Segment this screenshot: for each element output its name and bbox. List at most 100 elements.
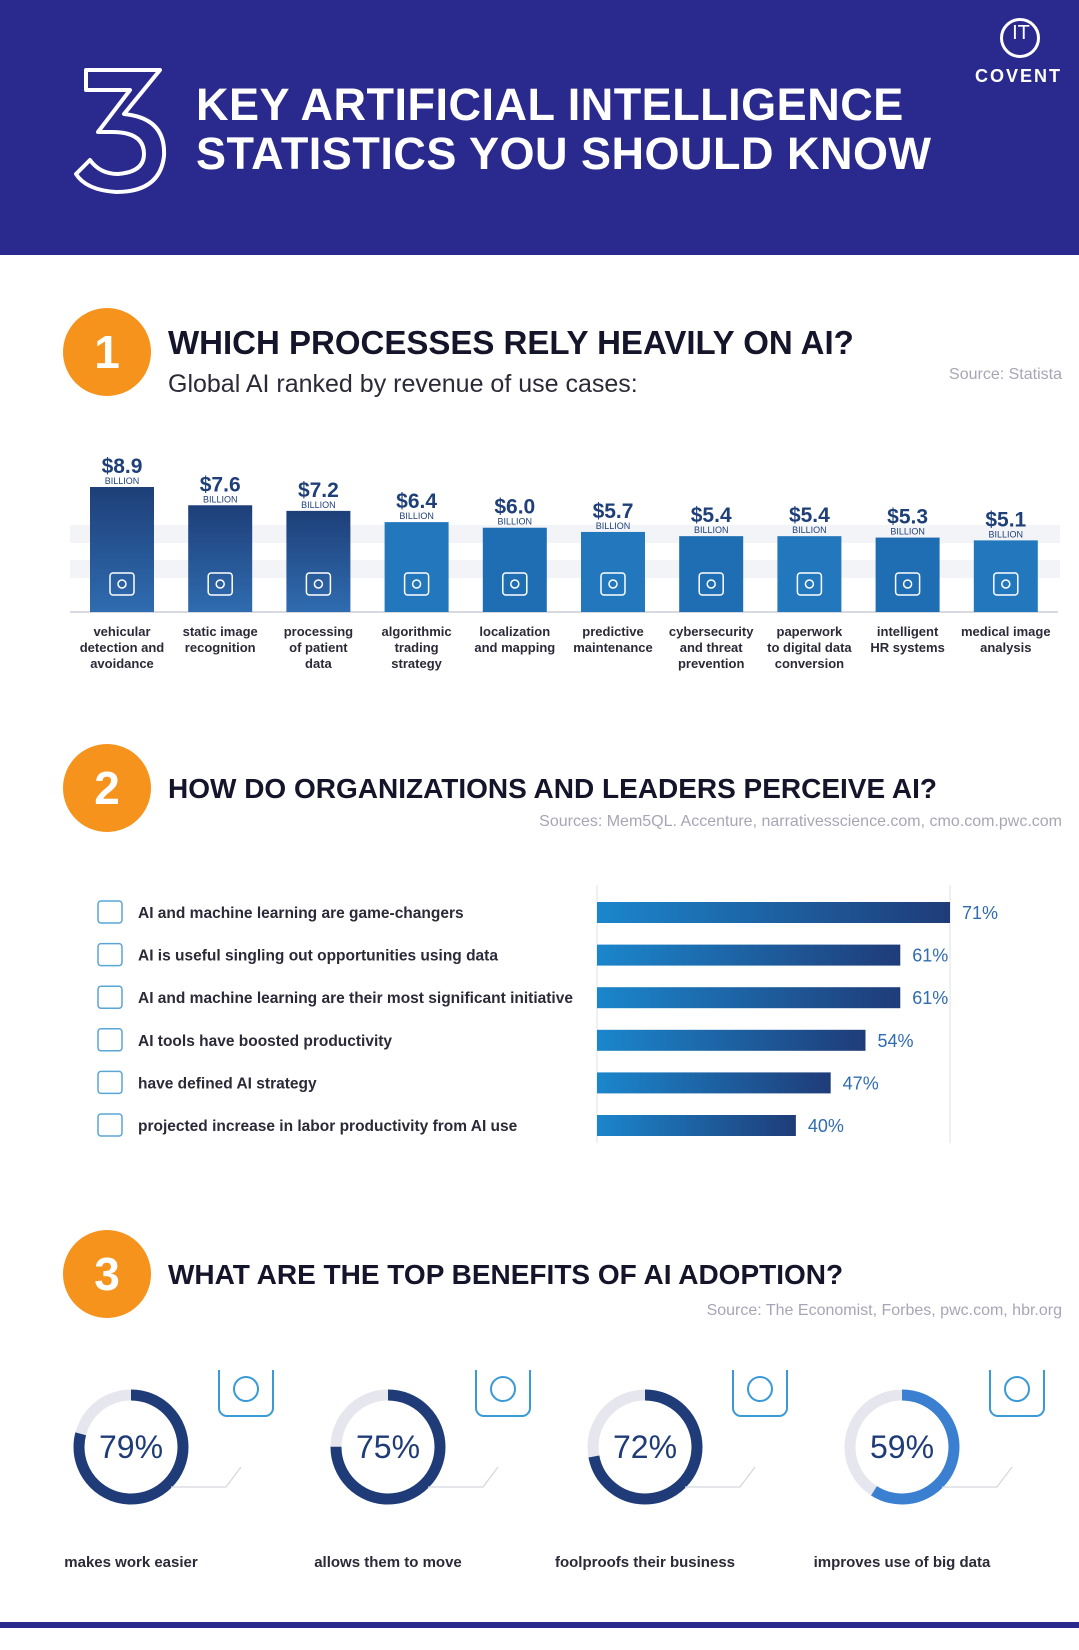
bar — [581, 531, 645, 612]
icon-detail — [804, 579, 815, 589]
category-label: conversion — [775, 656, 844, 671]
logo-circle — [1000, 18, 1040, 58]
category-label: of patient — [289, 640, 348, 655]
icon-detail — [490, 1376, 516, 1402]
icon-detail — [902, 579, 913, 589]
icon-detail — [117, 579, 127, 589]
bar — [597, 944, 901, 966]
row-label: projected increase in labor productivity… — [138, 1118, 518, 1135]
growth-chart-icon — [97, 1028, 123, 1052]
gears-icon — [600, 572, 626, 596]
bar — [679, 536, 744, 612]
bar-unit-label: BILLION — [694, 525, 729, 535]
logo-text: COVENT — [975, 66, 1063, 86]
bar — [286, 510, 351, 612]
rocket-icon — [475, 1370, 531, 1417]
category-label: strategy — [391, 656, 442, 671]
icon-detail — [747, 1376, 773, 1402]
category-label: static image — [183, 624, 258, 639]
bar — [482, 527, 547, 612]
bar-value-label: $6.4 — [396, 490, 437, 513]
icon-detail — [411, 579, 422, 589]
icon-detail — [215, 579, 225, 589]
connector-line — [171, 1466, 242, 1488]
donut-caption: improves use of big data — [814, 1554, 991, 1570]
puzzle-icon — [97, 1070, 123, 1095]
section-3-source: Source: The Economist, Forbes, pwc.com, … — [706, 1302, 1062, 1319]
bar-value-label: 61% — [912, 988, 948, 1008]
bar-value-label: $7.2 — [298, 479, 339, 502]
donut-value-label: 72% — [613, 1429, 677, 1465]
bar-value-label: $5.4 — [789, 504, 830, 527]
bar-unit-label: BILLION — [399, 511, 434, 521]
shield-check-icon — [732, 1370, 788, 1417]
bar-unit-label: BILLION — [792, 525, 827, 535]
bar-unit-label: BILLION — [890, 527, 925, 537]
trophy-icon — [97, 900, 123, 924]
brain-icon — [97, 985, 123, 1009]
category-label: and mapping — [474, 640, 555, 655]
logo-mark: IT — [1012, 22, 1030, 44]
category-label: localization — [479, 624, 550, 639]
bar-value-label: $5.1 — [985, 508, 1026, 531]
bar — [597, 987, 901, 1009]
row-label: have defined AI strategy — [138, 1075, 317, 1092]
bar-value-label: $5.4 — [691, 504, 732, 527]
category-label: and threat — [680, 640, 744, 655]
section-1-title: WHICH PROCESSES RELY HEAVILY ON AI? — [168, 324, 854, 361]
benefits-donut-charts: 79%makes work easierand more efficient75… — [64, 1370, 1045, 1570]
donut-caption: makes work easier — [64, 1554, 198, 1570]
category-label: vehicular — [93, 624, 150, 639]
document-icon — [796, 572, 823, 596]
donut-arc — [844, 1389, 960, 1505]
bar — [597, 1115, 796, 1136]
bar — [384, 522, 449, 612]
network-icon — [989, 1370, 1045, 1417]
icon-detail — [706, 579, 716, 589]
header-banner: KEY ARTIFICIAL INTELLIGENCE STATISTICS Y… — [0, 0, 1079, 255]
row-label: AI tools have boosted productivity — [138, 1033, 392, 1050]
bar-value-label: 61% — [912, 946, 948, 966]
donut-caption: foolproofs their business — [555, 1554, 735, 1570]
bar — [597, 902, 950, 923]
bar-value-label: 54% — [877, 1031, 913, 1051]
bar — [777, 536, 842, 612]
category-label: to digital data — [767, 640, 852, 655]
category-label: cybersecurity — [669, 624, 754, 639]
lock-icon — [698, 572, 724, 596]
bar-unit-label: BILLION — [989, 529, 1024, 539]
category-label: maintenance — [573, 640, 652, 655]
bar-unit-label: BILLION — [596, 521, 631, 531]
donut-arc — [73, 1389, 189, 1505]
donut-caption: allows them to move — [314, 1554, 462, 1570]
speedometer-icon — [218, 1370, 274, 1417]
chart-monitor-icon — [403, 572, 430, 596]
icon-detail — [1004, 1376, 1030, 1402]
database-icon — [97, 942, 123, 967]
bar — [188, 505, 253, 612]
perception-bar-chart: AI and machine learning are game-changer… — [97, 885, 998, 1143]
title-line-2: STATISTICS YOU SHOULD KNOW — [196, 128, 932, 179]
page-title: KEY ARTIFICIAL INTELLIGENCE STATISTICS Y… — [196, 80, 932, 178]
icon-detail — [608, 579, 618, 589]
category-label: processing — [284, 624, 353, 639]
section-3-number: 3 — [63, 1230, 151, 1318]
category-label: avoidance — [90, 656, 154, 671]
category-label: trading — [395, 640, 439, 655]
bar — [597, 1029, 866, 1051]
section-2-title: HOW DO ORGANIZATIONS AND LEADERS PERCEIV… — [168, 773, 937, 804]
bar-value-label: 47% — [843, 1073, 879, 1093]
category-label: predictive — [582, 624, 643, 639]
bar — [973, 540, 1038, 612]
bar-value-label: $7.6 — [200, 473, 241, 496]
donut-value-label: 75% — [356, 1429, 420, 1465]
section-1-subtitle: Global AI ranked by revenue of use cases… — [168, 370, 638, 398]
category-label: medical image — [961, 624, 1051, 639]
row-label: AI and machine learning are game-changer… — [138, 905, 464, 922]
section-3-title: WHAT ARE THE TOP BENEFITS OF AI ADOPTION… — [168, 1259, 844, 1290]
donut-value-label: 79% — [99, 1429, 163, 1465]
section-1-number: 1 — [63, 308, 151, 396]
title-line-1: KEY ARTIFICIAL INTELLIGENCE — [196, 79, 904, 130]
image-icon — [207, 572, 233, 596]
